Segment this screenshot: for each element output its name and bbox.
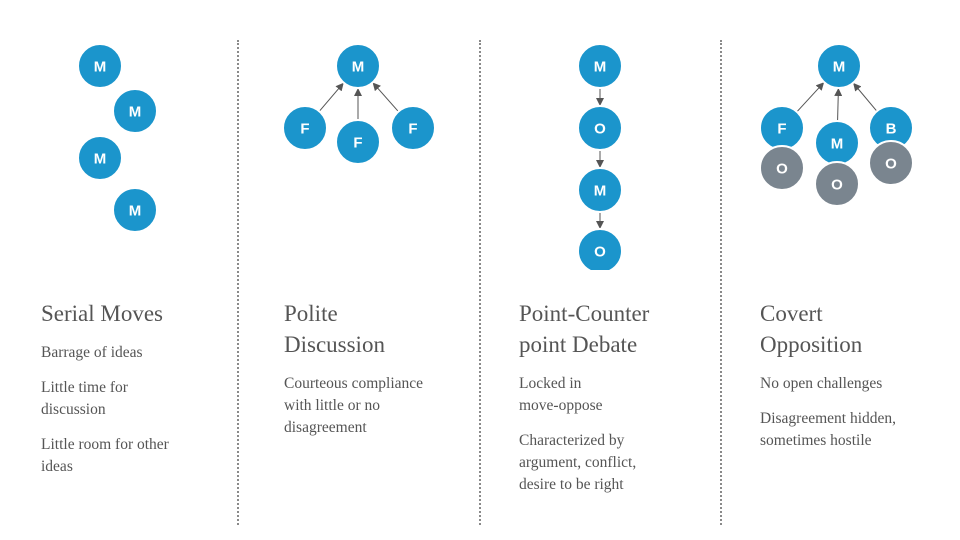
node-circle [282, 105, 328, 151]
column-title: Covert Opposition [760, 301, 863, 357]
node-o: O [577, 228, 623, 270]
column-covert-opposition: Covert Opposition No open challenges Dis… [760, 298, 896, 465]
node-label: M [352, 59, 365, 76]
node-label: M [594, 59, 607, 76]
node-label: M [831, 136, 844, 153]
column-polite-discussion: Polite Discussion Courteous compliance w… [284, 298, 423, 452]
node-circle [77, 135, 123, 181]
node-label: F [408, 121, 417, 138]
column-description: Courteous compliance with little or no d… [284, 375, 424, 436]
node-label: O [885, 156, 897, 173]
node-circle [868, 140, 914, 186]
node-m: M [577, 167, 623, 213]
node-label: M [594, 183, 607, 200]
node-circle [390, 105, 436, 151]
node-label: F [300, 121, 309, 138]
node-label: M [833, 59, 846, 76]
node-circle [759, 145, 805, 191]
column-title: Serial Moves [41, 301, 164, 326]
node-m: M [112, 187, 158, 233]
divider-1 [237, 40, 239, 525]
interaction-diagram: M M M M M F F F M O M O M F M B O O O [77, 43, 914, 270]
node-m: M [816, 43, 862, 89]
column-serial-moves: Serial Moves Barrage of ideas Little tim… [41, 298, 241, 491]
arrow-connector [834, 87, 843, 122]
divider-3 [720, 40, 722, 525]
node-label: F [777, 121, 786, 138]
node-label: M [94, 151, 107, 168]
node-label: F [353, 135, 362, 152]
column-description: Little room for other ideas [41, 436, 169, 475]
arrow-connector [372, 82, 399, 112]
node-label: O [594, 121, 606, 138]
node-label: O [831, 177, 843, 194]
column-description: Disagreement hidden, sometimes hostile [760, 410, 897, 449]
node-o-opposition: O [814, 161, 860, 207]
column-title: Polite Discussion [284, 301, 385, 357]
node-m: M [814, 120, 860, 166]
node-o-opposition: O [759, 145, 805, 191]
node-f: F [759, 105, 805, 151]
node-f: F [390, 105, 436, 151]
node-m: M [335, 43, 381, 89]
node-circle [77, 43, 123, 89]
divider-2 [479, 40, 481, 525]
node-circle [112, 187, 158, 233]
node-label: M [129, 203, 142, 220]
node-o-opposition: O [868, 140, 914, 186]
node-label: O [776, 161, 788, 178]
column-description: Locked in move-oppose [519, 375, 603, 414]
node-f: F [335, 119, 381, 165]
node-o: O [577, 105, 623, 151]
node-circle [335, 119, 381, 165]
node-circle [577, 228, 623, 270]
node-circle [577, 43, 623, 89]
column-description: Barrage of ideas [41, 344, 143, 361]
node-m: M [112, 88, 158, 134]
node-label: M [94, 59, 107, 76]
column-title: Point-Counter point Debate [519, 301, 650, 357]
node-circle [112, 88, 158, 134]
node-circle [335, 43, 381, 89]
node-m: M [577, 43, 623, 89]
node-circle [816, 43, 862, 89]
node-circle [814, 161, 860, 207]
column-description: Little time for discussion [41, 379, 128, 418]
column-description: No open challenges [760, 375, 883, 392]
node-label: M [129, 104, 142, 121]
column-description: Characterized by argument, conflict, des… [519, 432, 637, 493]
node-m: M [77, 43, 123, 89]
node-m: M [77, 135, 123, 181]
node-circle [577, 105, 623, 151]
arrow-connector [318, 82, 344, 112]
arrow-connector [853, 82, 878, 112]
column-point-counter-point-debate: Point-Counter point Debate Locked in mov… [519, 298, 669, 509]
node-label: O [594, 244, 606, 261]
node-circle [577, 167, 623, 213]
node-f: F [282, 105, 328, 151]
node-label: B [886, 121, 897, 138]
arrow-connector [796, 82, 825, 113]
